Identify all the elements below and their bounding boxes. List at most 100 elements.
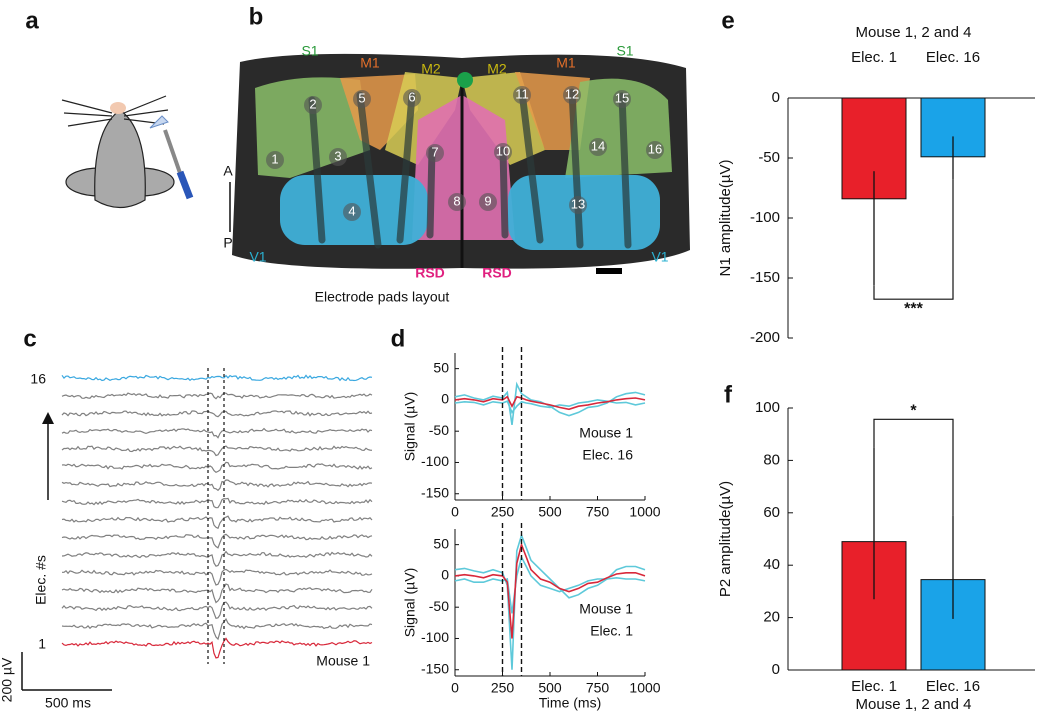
trace [61,461,373,474]
electrode-label: 15 [615,90,629,105]
y-tick-label: 0 [441,391,449,407]
x-tick-label: 500 [538,504,562,520]
y-tick-label: 80 [763,451,780,468]
trace [61,533,373,549]
electrode-pad [613,90,631,108]
region-label: RSD [415,265,445,281]
electrode-label: 8 [453,193,460,208]
panel-label: c [23,325,36,352]
arrow [42,412,54,500]
region-label: M1 [556,55,576,71]
electrode-pad [353,90,371,108]
x-tick-label: 750 [586,680,610,696]
trace [62,568,373,586]
trace [61,410,373,418]
electrode-pad [589,138,607,156]
x-tick-label: 0 [451,680,459,696]
x-tick-label: 500 [538,680,562,696]
electrode-pad [426,144,444,162]
subtitle: Mouse 1, 2 and 4 [856,24,972,41]
axis-label: Time (ms) [539,695,601,711]
electrode-label: 4 [348,203,355,218]
electrode-label: 16 [648,141,662,156]
y-tick-label: 100 [755,399,780,416]
electrode-label: 9 [484,193,491,208]
electrode-label: 13 [571,196,585,211]
electrode-pad [479,193,497,211]
panel-label: e [721,7,734,34]
x-tick-label: 750 [586,504,610,520]
category-label: Elec. 16 [926,678,980,695]
annotation: Mouse 1 [316,653,370,669]
electrode-pad [513,86,531,104]
line [454,541,646,639]
electrode-pad [646,141,664,159]
significance-bracket [873,179,954,300]
y-tick-label: 0 [772,89,780,106]
electrode-pad [448,193,466,211]
electrode-pad [403,89,421,107]
electrode-pad [304,96,322,114]
x-tick-label: 1000 [629,504,660,520]
y-tick-label: -50 [429,422,449,438]
region-label: RSD [482,265,512,281]
y-tick-label: 60 [763,504,780,521]
y-tick-label: -150 [750,269,780,286]
significance: * [910,403,917,420]
region-label: M2 [487,61,507,77]
electrode-label: 3 [334,148,341,163]
y-tick-label: 50 [433,359,449,375]
brain-image [229,53,690,274]
panel-label: b [249,3,264,30]
region-label: V1 [249,249,266,265]
electrode-label: 14 [591,138,605,153]
y-tick-label: -150 [421,660,449,676]
line [454,554,646,614]
y-tick-label: 50 [433,535,449,551]
category-label: Elec. 16 [926,49,980,66]
y-tick-label: 0 [772,661,780,678]
region-label: V1 [651,249,668,265]
region-label: M1 [360,55,380,71]
x-tick-label: 250 [491,680,515,696]
panel-label: a [25,7,39,34]
scale-label: 200 µV [0,657,15,702]
electrode-pad [563,86,581,104]
electrode-label: 7 [431,144,438,159]
x-tick-label: 0 [451,504,459,520]
y-tick-label: -100 [750,209,780,226]
electrode-label: 6 [408,89,415,104]
trace-label: 16 [30,371,46,387]
map-caption: Electrode pads layout [315,289,450,305]
trace [61,392,373,400]
y-tick-label: 40 [763,556,780,573]
annotation: Mouse 1 [579,425,633,441]
annotation: Elec. 1 [590,623,633,639]
subtitle: Mouse 1, 2 and 4 [856,696,972,713]
y-tick-label: -100 [421,629,449,645]
line [454,395,646,411]
electrode-pad [329,148,347,166]
y-tick-label: -200 [750,329,780,346]
region-label: S1 [301,43,318,59]
trace [61,617,373,641]
trace [61,479,373,492]
axis-label: P2 amplitude(µV) [717,481,734,597]
electrode-label: 12 [565,86,579,101]
electrode-label: 2 [309,96,316,111]
annotation: Mouse 1 [579,601,633,617]
x-tick-label: 1000 [629,680,660,696]
axis-label: N1 amplitude(µV) [717,159,734,276]
category-label: Elec. 1 [851,678,897,695]
region-label: S1 [616,43,633,59]
electrode-pad [494,143,512,161]
trace [61,601,373,620]
category-label: Elec. 1 [851,49,897,66]
scale-bar [21,652,112,691]
orientation-label: P [223,235,232,251]
axis-label: Elec. #s [33,555,49,605]
y-tick-label: -50 [758,149,780,166]
electrode-pad [343,203,361,221]
